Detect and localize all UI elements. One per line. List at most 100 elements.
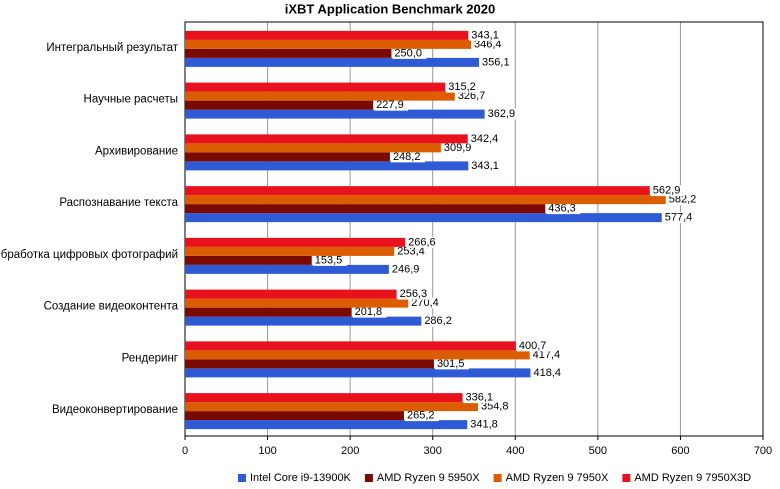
bar — [185, 186, 650, 196]
value-label-bg — [374, 99, 409, 111]
value-label: 246,9 — [392, 263, 420, 275]
bar — [185, 307, 352, 317]
bar — [185, 161, 469, 171]
bar — [185, 57, 480, 67]
value-label: 301,5 — [437, 358, 465, 370]
x-tick-label: 0 — [182, 445, 188, 457]
bar — [185, 359, 434, 369]
legend-swatch — [364, 474, 373, 482]
value-label: 201,8 — [355, 306, 383, 318]
bar — [185, 393, 463, 403]
legend-swatch — [238, 474, 246, 482]
value-label-bg — [312, 254, 347, 266]
y-tick-label: Научные расчеты — [84, 94, 178, 106]
bar — [185, 402, 478, 412]
bar — [185, 195, 666, 205]
bar — [185, 237, 406, 247]
bar — [185, 341, 516, 351]
value-label-bg — [546, 203, 581, 215]
value-label: 336,1 — [466, 392, 494, 404]
bar — [185, 420, 468, 430]
value-label: 315,2 — [448, 81, 476, 93]
value-label-bg — [463, 392, 498, 404]
value-label-bg — [441, 142, 476, 154]
x-tick-label: 200 — [341, 445, 359, 457]
value-label: 341,8 — [470, 419, 498, 431]
bar — [185, 91, 455, 101]
value-label: 256,3 — [400, 288, 428, 300]
value-label: 153,5 — [315, 254, 343, 266]
bar — [185, 82, 446, 92]
bar — [185, 143, 441, 153]
legend-swatch — [493, 474, 502, 482]
value-label-bg — [469, 29, 504, 41]
bar — [185, 48, 392, 58]
value-label-bg — [472, 38, 507, 50]
x-tick-label: 700 — [754, 445, 772, 457]
x-tick-label: 100 — [258, 445, 276, 457]
value-label: 346,4 — [474, 38, 502, 50]
bar — [185, 109, 485, 119]
value-label: 286,2 — [424, 315, 452, 327]
value-label-bg — [392, 47, 427, 59]
value-label-bg — [397, 288, 432, 300]
value-label-bg — [389, 263, 424, 275]
value-label: 227,9 — [376, 99, 404, 111]
bar — [185, 204, 546, 214]
value-label: 418,4 — [533, 367, 561, 379]
value-label: 582,2 — [669, 194, 697, 206]
value-label-bg — [531, 367, 566, 379]
bar — [185, 100, 374, 110]
bar — [185, 30, 469, 40]
value-label-bg — [390, 151, 425, 163]
bar — [185, 152, 390, 162]
value-label-bg — [422, 315, 457, 327]
value-label: 343,1 — [471, 160, 499, 172]
value-label: 326,7 — [458, 90, 486, 102]
value-label: 562,9 — [653, 185, 681, 197]
y-tick-label: Распознавание текста — [59, 197, 178, 209]
legend-label: AMD Ryzen 9 5950X — [377, 472, 480, 484]
bar — [185, 289, 397, 299]
value-label-bg — [516, 340, 551, 352]
legend-label: Intel Core i9-13900K — [250, 472, 352, 484]
value-label-bg — [352, 306, 387, 318]
bar — [185, 316, 422, 326]
value-label-bg — [446, 81, 481, 93]
bar — [185, 350, 530, 360]
value-label-bg — [468, 419, 503, 431]
value-label: 362,9 — [488, 108, 516, 120]
x-tick-label: 500 — [589, 445, 607, 457]
value-label: 342,4 — [471, 133, 499, 145]
y-tick-label: Обработка цифровых фотографий — [0, 249, 178, 261]
value-label: 270,4 — [411, 297, 439, 309]
value-label: 266,6 — [408, 236, 436, 248]
value-label-bg — [666, 194, 701, 206]
y-tick-label: Рендеринг — [122, 352, 178, 364]
bar — [185, 264, 389, 274]
bar — [185, 246, 395, 256]
bar — [185, 255, 312, 265]
value-label-bg — [434, 358, 469, 370]
value-label: 248,2 — [393, 151, 421, 163]
y-tick-label: Создание видеоконтента — [44, 301, 179, 313]
bar — [185, 368, 531, 378]
value-label-bg — [395, 245, 430, 257]
value-label: 253,4 — [397, 245, 425, 257]
value-label-bg — [480, 56, 515, 68]
plot-frame — [184, 21, 764, 437]
value-label-bg — [404, 410, 439, 422]
value-label-bg — [485, 108, 520, 120]
legend-label: AMD Ryzen 9 7950X3D — [634, 472, 751, 484]
value-label-bg — [530, 349, 565, 361]
value-label: 250,0 — [394, 47, 422, 59]
legend-swatch — [622, 474, 631, 482]
y-tick-label: Видеоконвертирование — [52, 404, 178, 416]
y-tick-label: Архивирование — [95, 145, 178, 157]
value-label-bg — [406, 236, 441, 248]
bar — [185, 39, 472, 49]
value-label-bg — [650, 185, 685, 197]
x-tick-label: 600 — [671, 445, 689, 457]
bar — [185, 213, 662, 223]
